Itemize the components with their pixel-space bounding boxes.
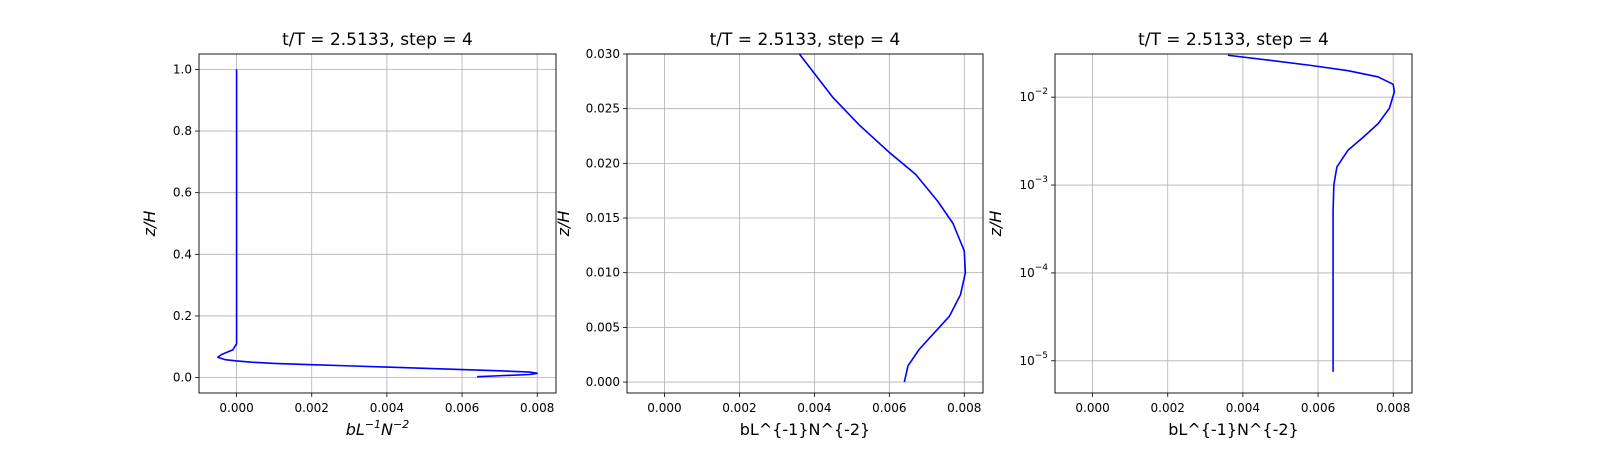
y-tick-label: 0.015 [586, 211, 620, 225]
y-tick-label: 0.025 [586, 102, 620, 116]
x-tick-label: 0.006 [445, 401, 479, 415]
x-tick-label: 0.006 [1301, 401, 1335, 415]
y-tick-label: 0.010 [586, 266, 620, 280]
x-tick-label: 0.008 [520, 401, 554, 415]
y-tick-label: 1.0 [173, 62, 192, 76]
x-axis-label: bL^{-1}N^{-2} [740, 420, 870, 439]
y-tick-label: 10−2 [1019, 87, 1048, 104]
x-tick-label: 0.008 [1376, 401, 1410, 415]
profile-line [1227, 54, 1396, 372]
y-tick-label: 0.8 [173, 124, 192, 138]
y-tick-label: 0.0 [173, 371, 192, 385]
chart-title: t/T = 2.5133, step = 4 [282, 30, 473, 50]
y-tick-label: 0.020 [586, 156, 620, 170]
x-axis-label: bL^{-1}N^{-2} [1168, 420, 1298, 439]
y-axis-label: z/H [554, 211, 573, 238]
y-tick-label: 10−4 [1019, 263, 1048, 280]
subplot-3: 0.000 0.002 0.004 0.006 0.008 10−5 10−4 10−3 10−… [986, 30, 1413, 439]
x-tick-label: 0.006 [872, 401, 906, 415]
y-tick-label: 0.4 [173, 247, 192, 261]
x-tick-label: 0.000 [1075, 401, 1109, 415]
chart-title: t/T = 2.5133, step = 4 [710, 30, 901, 50]
axes-frame [198, 53, 557, 394]
y-tick-label: 10−5 [1019, 351, 1048, 368]
x-tick-label: 0.002 [295, 401, 329, 415]
chart-title: t/T = 2.5133, step = 4 [1138, 30, 1329, 50]
x-tick-label: 0.004 [370, 401, 404, 415]
x-tick-label: 0.000 [219, 401, 253, 415]
x-axis-label: bL−1​N−2​ [346, 418, 409, 439]
y-tick-label: 0.000 [586, 375, 620, 389]
x-tick-label: 0.000 [647, 401, 681, 415]
y-tick-label: 0.030 [586, 47, 620, 61]
profile-line [216, 69, 539, 378]
y-axis-label: z/H [986, 211, 1005, 238]
y-tick-label: 0.005 [586, 320, 620, 334]
axes-frame [1054, 53, 1413, 394]
x-tick-label: 0.002 [722, 401, 756, 415]
axes-frame [626, 53, 984, 394]
subplot-1: 0.000 0.002 0.004 0.006 0.008 0.0 0.2 0.4 0.6 0.8… [140, 30, 557, 439]
x-tick-label: 0.008 [947, 401, 981, 415]
y-tick-label: 0.6 [173, 186, 192, 200]
x-tick-label: 0.004 [1226, 401, 1260, 415]
x-tick-label: 0.004 [797, 401, 831, 415]
subplot-2: 0.000 0.002 0.004 0.006 0.008 0.000 0.005 0.010… [554, 30, 984, 439]
y-tick-label: 10−3 [1019, 175, 1048, 192]
y-tick-label: 0.2 [173, 309, 192, 323]
y-axis-label: z/H [140, 211, 159, 238]
x-tick-label: 0.002 [1151, 401, 1185, 415]
profile-line [798, 53, 967, 383]
